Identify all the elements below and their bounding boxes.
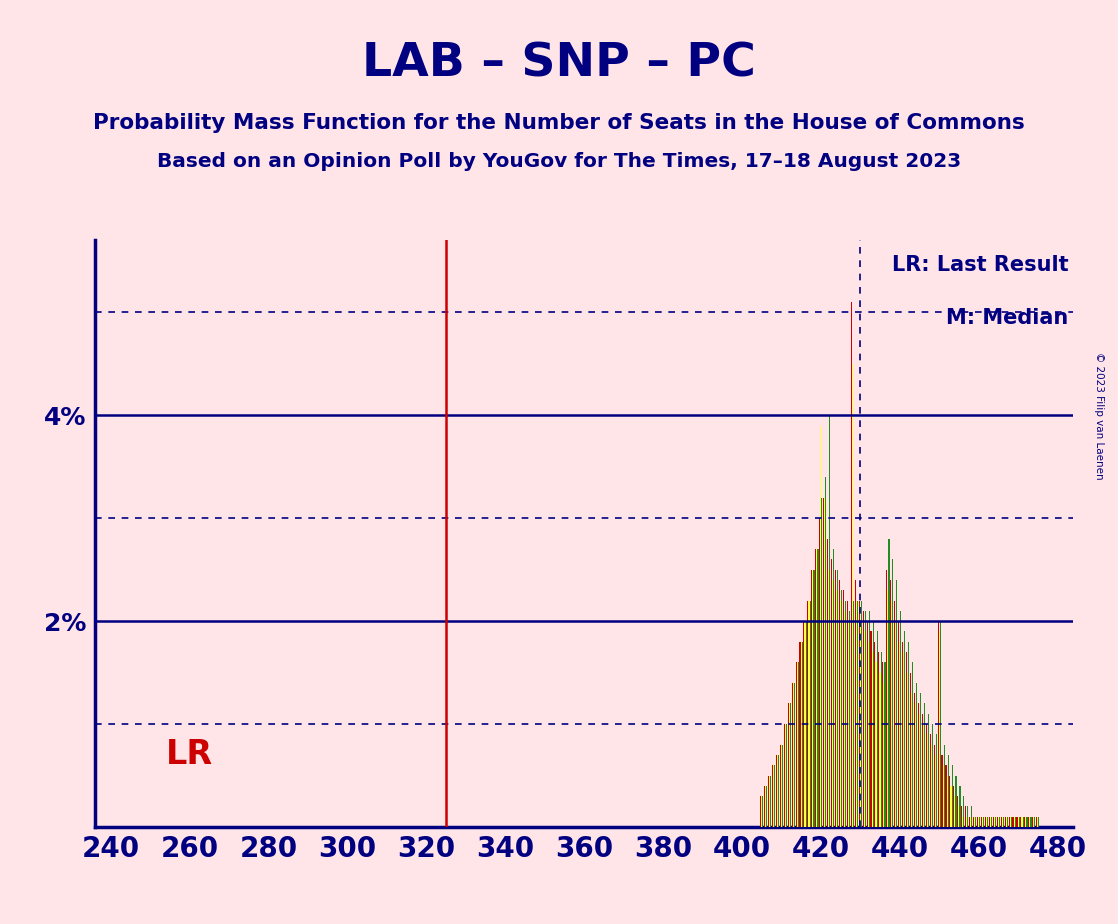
Text: Based on an Opinion Poll by YouGov for The Times, 17–18 August 2023: Based on an Opinion Poll by YouGov for T… [157,152,961,172]
Text: © 2023 Filip van Laenen: © 2023 Filip van Laenen [1095,352,1103,480]
Text: LAB – SNP – PC: LAB – SNP – PC [362,42,756,87]
Text: LR: LR [165,738,212,772]
Text: M: Median: M: Median [946,308,1069,328]
Text: LR: Last Result: LR: Last Result [892,255,1069,275]
Text: Probability Mass Function for the Number of Seats in the House of Commons: Probability Mass Function for the Number… [93,113,1025,133]
